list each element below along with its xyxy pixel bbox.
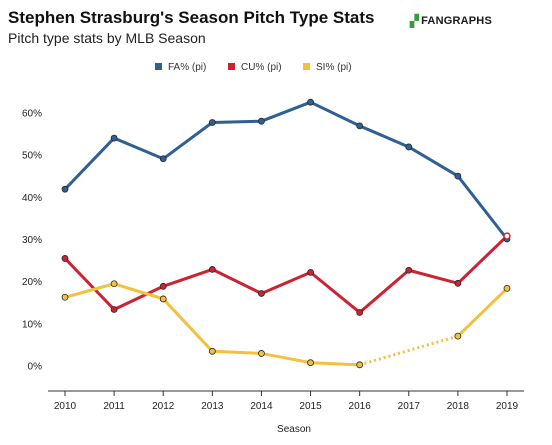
- data-point[interactable]: [503, 284, 511, 292]
- data-point[interactable]: [356, 361, 364, 369]
- fangraphs-logo-icon: ▞: [409, 14, 420, 28]
- legend-label: FA% (pi): [168, 62, 206, 73]
- series-line-segment: [456, 234, 509, 285]
- data-point[interactable]: [61, 185, 69, 193]
- series-line-segment: [456, 174, 509, 241]
- x-tick-label: 2018: [447, 401, 470, 412]
- series-line-segment: [112, 284, 165, 312]
- series-line-segment: [407, 268, 460, 285]
- y-tick-label: 40%: [22, 193, 42, 204]
- x-axis-title: Season: [277, 424, 311, 435]
- x-tick-label: 2011: [103, 401, 125, 412]
- chart-legend: FA% (pi) CU% (pi) SI% (pi): [155, 62, 352, 73]
- series-line-segment: [309, 361, 362, 367]
- fangraphs-logo-text: FANGRAPHS: [421, 15, 492, 27]
- series-line-segment: [407, 145, 460, 178]
- y-tick-label: 60%: [22, 108, 42, 119]
- chart-subtitle: Pitch type stats by MLB Season: [8, 30, 206, 46]
- series-line-segment: [63, 136, 116, 191]
- series-line-segment: [63, 256, 116, 312]
- data-point[interactable]: [503, 232, 511, 240]
- data-point[interactable]: [110, 134, 118, 142]
- data-point[interactable]: [110, 306, 118, 313]
- x-tick-label: 2013: [201, 401, 224, 412]
- y-tick-label: 50%: [22, 151, 42, 162]
- series-line-segment: [309, 270, 362, 314]
- fangraphs-logo[interactable]: ▞ FANGRAPHS: [410, 14, 492, 28]
- series-line-segment: [112, 136, 165, 161]
- series-line-segment: [112, 282, 165, 301]
- data-point[interactable]: [258, 290, 265, 297]
- series-line-segment: [309, 100, 362, 128]
- legend-swatch: [303, 63, 310, 70]
- y-tick-label: 30%: [22, 235, 42, 246]
- series-line-segment: [161, 267, 214, 288]
- x-tick-label: 2019: [496, 401, 519, 412]
- series-line-segment: [210, 119, 263, 124]
- y-tick-label: 0%: [28, 362, 43, 373]
- data-point[interactable]: [405, 266, 413, 274]
- legend-item-2[interactable]: SI% (pi): [303, 62, 352, 73]
- legend-swatch: [155, 63, 162, 70]
- data-point[interactable]: [258, 117, 265, 125]
- data-point[interactable]: [454, 332, 462, 340]
- data-point[interactable]: [61, 293, 69, 301]
- legend-item-1[interactable]: CU% (pi): [228, 62, 282, 73]
- legend-label: SI% (pi): [316, 62, 352, 73]
- series-line-segment: [259, 270, 313, 295]
- data-point[interactable]: [307, 98, 314, 106]
- data-point[interactable]: [208, 347, 216, 355]
- series-line-segment: [259, 351, 313, 365]
- y-axis: 0% 10% 20% 30% 40% 50% 60%: [22, 108, 42, 372]
- series-line-segment: [210, 349, 263, 355]
- data-point[interactable]: [356, 309, 364, 316]
- x-tick-label: 2012: [152, 401, 175, 412]
- y-tick-label: 20%: [22, 277, 42, 288]
- y-tick-label: 10%: [22, 319, 42, 330]
- series-lines: [63, 100, 509, 367]
- data-point[interactable]: [159, 155, 167, 163]
- legend-swatch: [228, 63, 235, 70]
- x-tick-label: 2017: [398, 401, 421, 412]
- legend-item-0[interactable]: FA% (pi): [155, 62, 206, 73]
- data-point[interactable]: [159, 282, 167, 290]
- series-line-segment: [161, 297, 214, 353]
- data-point[interactable]: [454, 172, 462, 180]
- data-point[interactable]: [356, 122, 364, 130]
- data-point[interactable]: [258, 350, 265, 357]
- data-point[interactable]: [61, 255, 69, 262]
- x-axis: 2010 2011 2012 2013 2014 2015 2016 2017 2018 2019: [48, 390, 524, 412]
- data-point[interactable]: [208, 265, 216, 273]
- series-line-segment: [210, 267, 263, 295]
- x-tick-label: 2015: [299, 401, 322, 412]
- x-tick-label: 2016: [349, 401, 372, 412]
- data-point[interactable]: [159, 295, 167, 303]
- data-point[interactable]: [307, 359, 314, 367]
- data-point[interactable]: [110, 280, 118, 288]
- series-line-segment: [259, 100, 313, 123]
- series-line-segment: [358, 124, 411, 149]
- data-point[interactable]: [405, 143, 413, 151]
- series-gap-line: [359, 334, 459, 367]
- series-line-segment: [456, 286, 509, 338]
- series-line-segment: [161, 120, 214, 161]
- series-line-segment: [63, 282, 116, 299]
- series-line-segment: [358, 268, 411, 314]
- x-tick-label: 2014: [250, 401, 273, 412]
- chart-title: Stephen Strasburg's Season Pitch Type St…: [8, 8, 375, 27]
- x-tick-label: 2010: [54, 401, 77, 412]
- data-point[interactable]: [307, 268, 314, 276]
- series-points: [61, 98, 511, 369]
- data-point[interactable]: [454, 279, 462, 287]
- data-point[interactable]: [208, 119, 216, 126]
- legend-label: CU% (pi): [241, 62, 282, 73]
